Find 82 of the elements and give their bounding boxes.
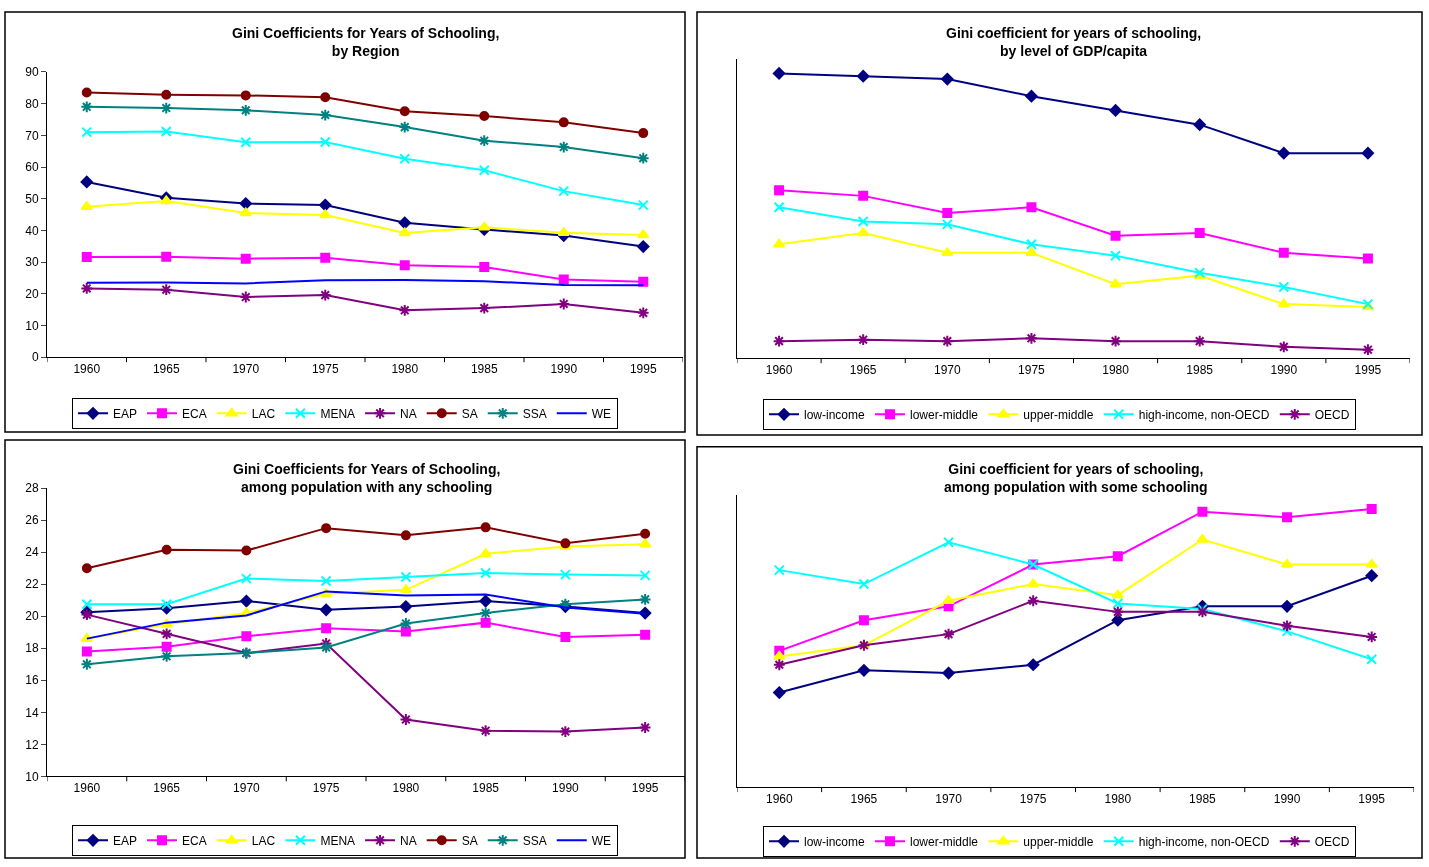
x-tick-label: 1970 xyxy=(232,361,260,376)
x-tick-label: 1985 xyxy=(1189,791,1217,806)
legend-label: OECD xyxy=(1314,407,1350,422)
legend-label: EAP xyxy=(113,834,138,848)
y-tick-label: 10 xyxy=(25,769,39,784)
x-tick-label: 1980 xyxy=(1102,362,1130,377)
legend-label: lower-middle xyxy=(910,834,979,849)
legend-label: SA xyxy=(461,834,478,848)
legend-label: NA xyxy=(400,407,417,422)
y-tick-label: 50 xyxy=(25,191,39,206)
y-tick-label: 0 xyxy=(31,350,39,365)
x-tick-label: 1975 xyxy=(1019,791,1047,806)
y-tick-label: 26 xyxy=(25,513,39,528)
x-tick-label: 1960 xyxy=(765,791,793,806)
y-tick-label: 60 xyxy=(25,160,39,175)
x-tick-label: 1995 xyxy=(1354,362,1382,377)
x-tick-label: 1980 xyxy=(1104,791,1132,806)
legend-label: ECA xyxy=(182,834,207,848)
x-tick-label: 1980 xyxy=(391,361,419,376)
x-tick-label: 1985 xyxy=(472,780,500,795)
x-tick-label: 1965 xyxy=(152,361,180,376)
chart-title: Gini coefficient for years of schooling, by level of GDP/capita xyxy=(946,25,1202,60)
legend-label: LAC xyxy=(251,407,276,422)
x-tick-label: 1965 xyxy=(153,780,181,795)
y-tick-label: 12 xyxy=(25,737,39,752)
y-tick-label: 22 xyxy=(25,577,39,592)
x-tick-label: 1995 xyxy=(1358,791,1386,806)
x-tick-label: 1970 xyxy=(935,791,963,806)
x-tick-label: 1975 xyxy=(311,361,339,376)
legend-label: SSA xyxy=(522,407,547,422)
legend-label: high-income, non-OECD xyxy=(1138,834,1270,849)
x-tick-label: 1995 xyxy=(631,780,659,795)
x-tick-label: 1975 xyxy=(1018,362,1046,377)
x-tick-label: 1985 xyxy=(470,361,498,376)
chart-title: Gini coefficient for years of schooling, among population with some schooling xyxy=(944,461,1208,496)
legend-label: EAP xyxy=(113,407,138,422)
x-tick-label: 1985 xyxy=(1186,362,1214,377)
y-tick-label: 10 xyxy=(25,318,39,333)
legend-label: MENA xyxy=(320,834,356,848)
legend-label: upper-middle xyxy=(1023,834,1094,849)
legend-label: WE xyxy=(591,834,612,848)
y-tick-label: 90 xyxy=(25,65,39,80)
x-tick-label: 1960 xyxy=(765,362,793,377)
legend-label: SA xyxy=(461,407,478,422)
legend-label: SSA xyxy=(522,834,547,848)
x-tick-label: 1980 xyxy=(392,780,420,795)
x-tick-label: 1990 xyxy=(552,780,580,795)
legend-label: upper-middle xyxy=(1023,407,1094,422)
legend-label: lower-middle xyxy=(910,407,979,422)
chart-title: Gini Coefficients for Years of Schooling, by Region xyxy=(232,25,500,60)
legend-label: NA xyxy=(400,834,417,848)
x-tick-label: 1990 xyxy=(1270,362,1298,377)
y-tick-label: 20 xyxy=(25,287,39,302)
x-tick-label: 1960 xyxy=(73,780,101,795)
x-tick-label: 1970 xyxy=(233,780,261,795)
y-tick-label: 14 xyxy=(25,705,39,720)
y-tick-label: 24 xyxy=(25,545,39,560)
legend-label: OECD xyxy=(1314,834,1350,849)
legend-label: high-income, non-OECD xyxy=(1138,407,1270,422)
x-tick-label: 1970 xyxy=(933,362,961,377)
y-tick-label: 40 xyxy=(25,223,39,238)
x-tick-label: 1975 xyxy=(312,780,340,795)
y-tick-label: 30 xyxy=(25,255,39,270)
x-tick-label: 1995 xyxy=(629,361,657,376)
legend-label: low-income xyxy=(804,834,866,849)
y-tick-label: 18 xyxy=(25,641,39,656)
legend-label: low-income xyxy=(804,407,866,422)
x-tick-label: 1965 xyxy=(850,791,878,806)
legend-label: ECA xyxy=(182,407,207,422)
x-tick-label: 1990 xyxy=(1273,791,1301,806)
legend-label: LAC xyxy=(251,834,276,848)
y-tick-label: 70 xyxy=(25,128,39,143)
x-tick-label: 1960 xyxy=(73,361,101,376)
y-tick-label: 28 xyxy=(25,481,39,496)
y-tick-label: 20 xyxy=(25,609,39,624)
x-tick-label: 1965 xyxy=(849,362,877,377)
y-tick-label: 16 xyxy=(25,673,39,688)
y-tick-label: 80 xyxy=(25,96,39,111)
legend-label: WE xyxy=(591,407,612,422)
legend-label: MENA xyxy=(320,407,356,422)
chart-title: Gini Coefficients for Years of Schooling, among population with any schooling xyxy=(233,461,501,496)
x-tick-label: 1990 xyxy=(550,361,578,376)
